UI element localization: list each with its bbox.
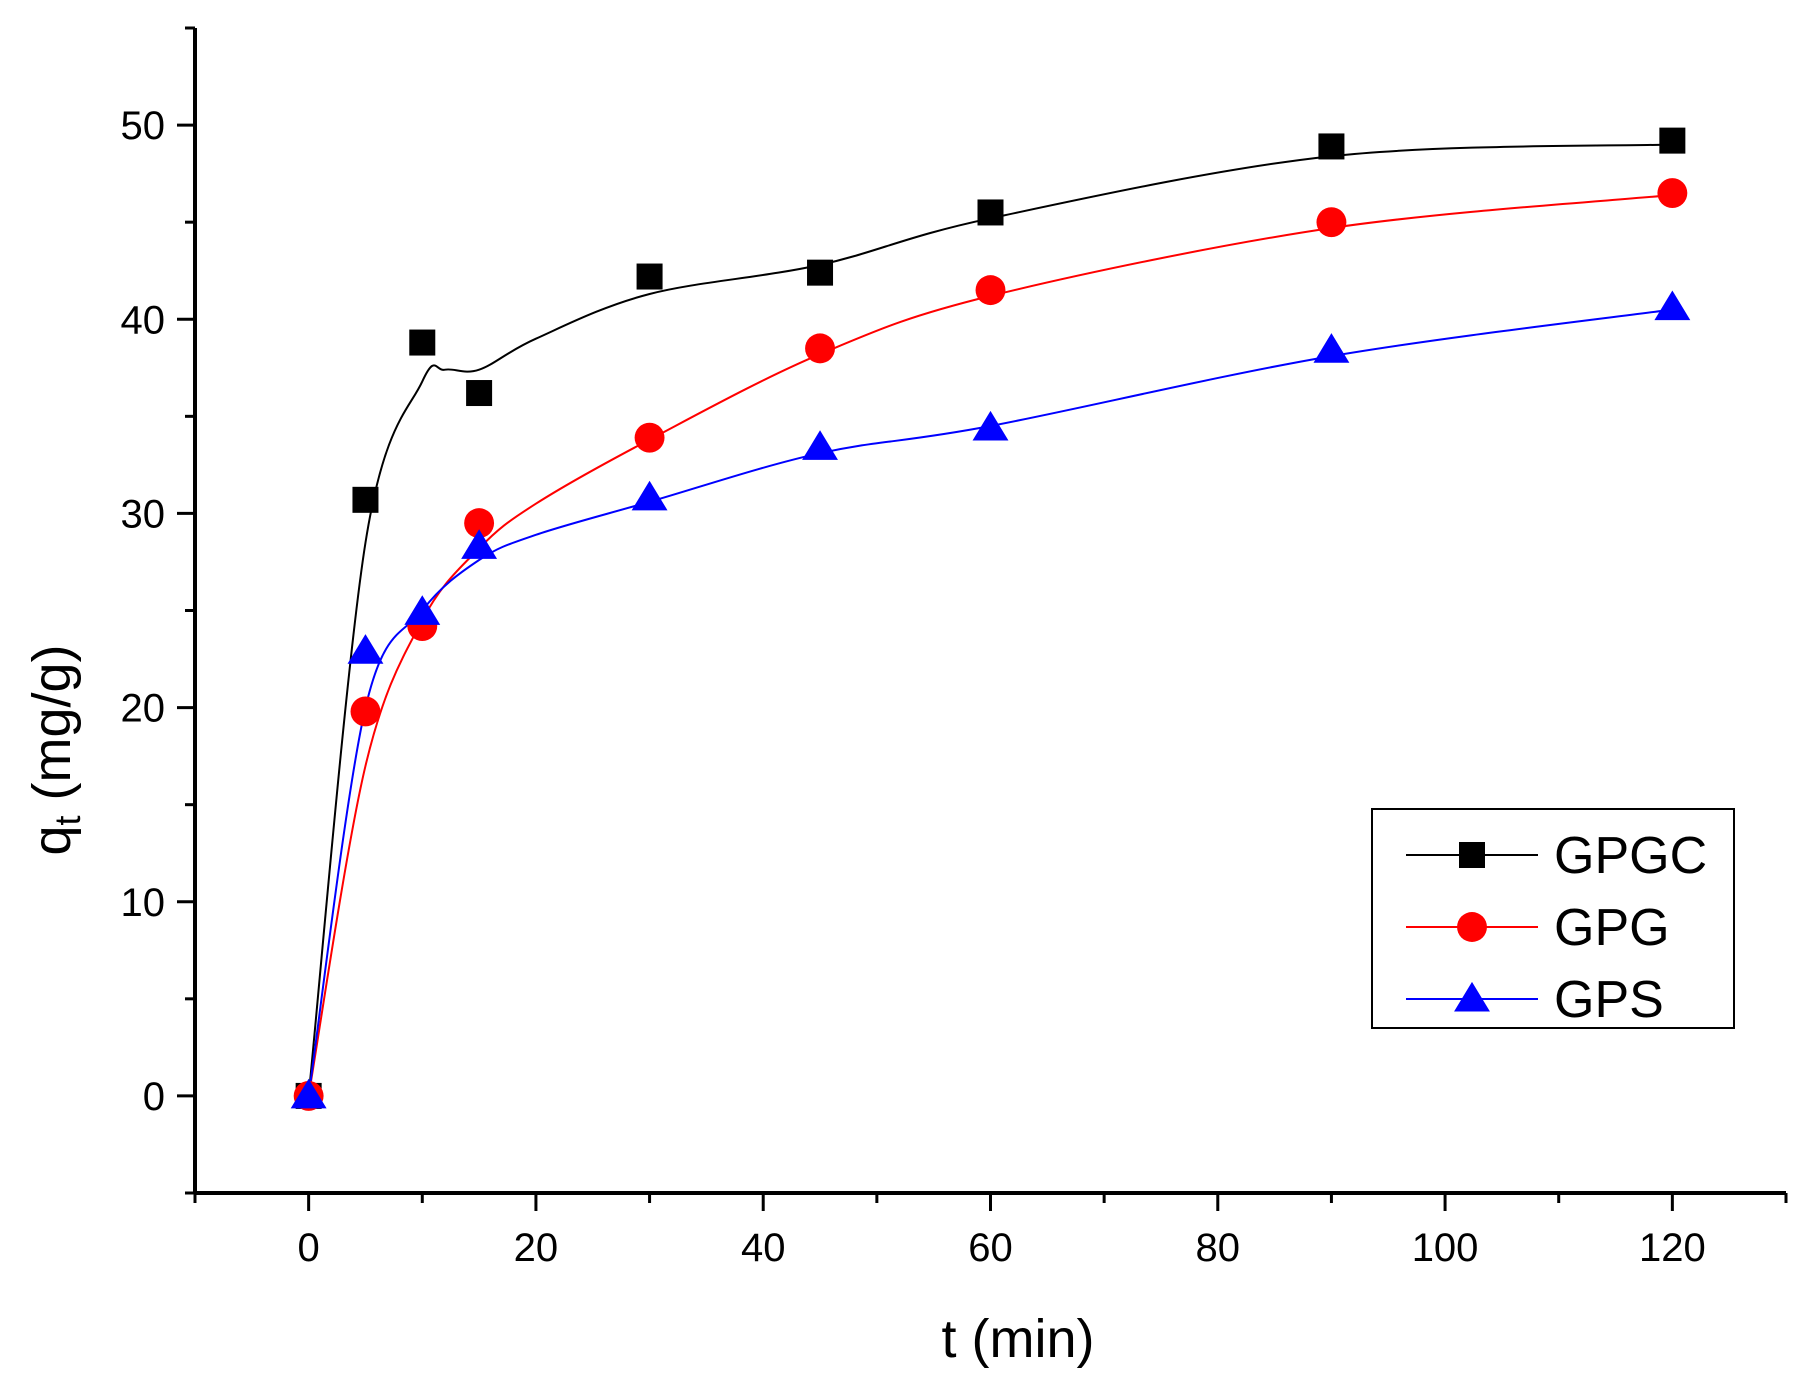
- data-point-gpg: [975, 275, 1006, 306]
- data-point-gpg: [805, 333, 835, 364]
- data-point-gpgc: [409, 329, 436, 356]
- data-point-gps: [631, 480, 668, 511]
- data-markers: [290, 127, 1691, 1111]
- legend-marker-gpgc: [1459, 842, 1485, 868]
- x-tick-label: 40: [741, 1226, 786, 1270]
- x-tick-label: 20: [514, 1226, 559, 1270]
- legend-label-gpg: GPG: [1554, 899, 1670, 957]
- y-axis-title: qt (mg/g): [22, 644, 88, 855]
- data-point-gpgc: [636, 263, 663, 290]
- legend-box: [1371, 808, 1735, 1029]
- y-axis-title-main: q: [22, 826, 82, 856]
- y-tick-label: 40: [121, 298, 166, 342]
- x-tick-label: 80: [1196, 1226, 1241, 1270]
- data-point-gpgc: [1659, 127, 1686, 154]
- data-point-gpgc: [977, 199, 1004, 226]
- data-point-gpg: [634, 422, 665, 453]
- x-axis-title: t (min): [942, 1309, 1095, 1369]
- x-tick-label: 100: [1412, 1226, 1479, 1270]
- legend-marker-gps: [1454, 981, 1490, 1012]
- x-tick-label: 0: [298, 1226, 320, 1270]
- y-tick-label: 10: [121, 881, 166, 925]
- data-point-gps: [461, 529, 498, 559]
- data-point-gpg: [1316, 207, 1347, 238]
- data-point-gps: [972, 410, 1009, 441]
- fit-line-gpgc: [307, 143, 1673, 1097]
- legend: GPGC GPG GPS: [1371, 808, 1735, 1029]
- legend-marker-gpg: [1457, 912, 1487, 942]
- data-point-gps: [404, 595, 441, 625]
- data-point-gps: [1654, 290, 1691, 321]
- legend-label-gpgc: GPGC: [1554, 827, 1707, 885]
- axes: 0 20 40 60 80 100 120 0 10 20 30 40 50: [121, 26, 1788, 1270]
- data-point-gpgc: [807, 259, 834, 286]
- data-point-gpgc: [352, 486, 379, 513]
- y-tick-label: 20: [121, 687, 166, 731]
- y-tick-label: 30: [121, 492, 166, 536]
- x-tick-label: 60: [968, 1226, 1013, 1270]
- x-tick-label: 120: [1639, 1226, 1706, 1270]
- y-tick-label: 0: [143, 1075, 165, 1119]
- data-point-gps: [290, 1078, 327, 1109]
- y-axis-title-unit: (mg/g): [22, 644, 82, 815]
- data-point-gps: [1313, 333, 1350, 363]
- data-point-gpgc: [466, 380, 493, 407]
- data-point-gpg: [464, 508, 495, 539]
- y-tick-label: 50: [121, 104, 166, 148]
- legend-label-gps: GPS: [1554, 971, 1664, 1029]
- data-point-gpg: [1657, 178, 1688, 208]
- data-point-gps: [347, 634, 384, 664]
- y-axis-title-subscript: t: [47, 815, 88, 825]
- data-point-gpg: [350, 696, 381, 727]
- data-point-gps: [802, 430, 838, 460]
- data-point-gpgc: [1318, 133, 1345, 160]
